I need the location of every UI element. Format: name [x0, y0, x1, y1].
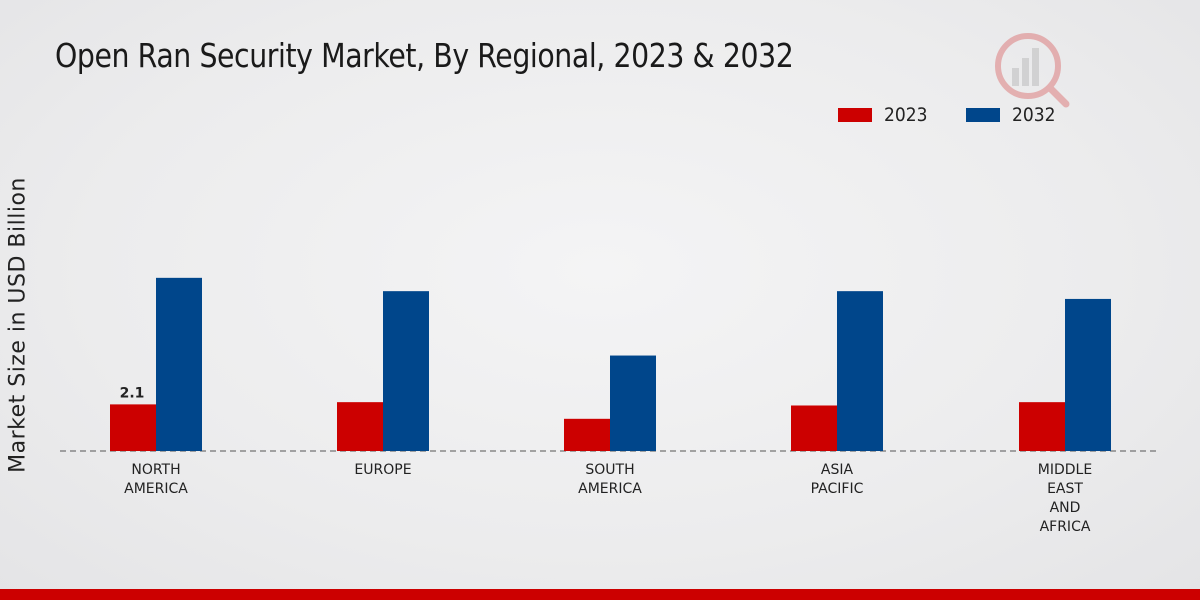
- bar-2032-0: [156, 277, 202, 451]
- footer-bar: [0, 589, 1200, 600]
- x-tick-label-0: NORTH AMERICA: [124, 462, 188, 497]
- bar-2023-2: [564, 418, 610, 451]
- legend-swatch-2032: [966, 108, 1001, 122]
- bar-2023-0: [110, 404, 156, 451]
- bar-2032-1: [383, 291, 429, 451]
- chart-title: Open Ran Security Market, By Regional, 2…: [55, 36, 794, 75]
- legend-item-2023: 2023: [838, 104, 932, 126]
- bar-2032-4: [1065, 298, 1111, 451]
- x-tick-label-2: SOUTH AMERICA: [578, 462, 642, 497]
- x-tick-label-3: ASIA PACIFIC: [811, 462, 864, 497]
- x-tick-label-1: EUROPE: [354, 462, 411, 478]
- watermark-logo-icon: [990, 28, 1072, 110]
- data-label-0: 2.1: [120, 385, 145, 401]
- legend-swatch-2023: [838, 108, 872, 122]
- bar-2023-3: [791, 405, 837, 451]
- bar-2032-3: [837, 291, 883, 451]
- legend-label-2032: 2032: [1012, 104, 1056, 126]
- legend-item-2032: 2032: [966, 104, 1060, 126]
- bar-2023-1: [337, 402, 383, 451]
- bar-2023-4: [1019, 402, 1065, 451]
- bar-2032-2: [610, 355, 656, 451]
- chart-legend: 2023 2032: [838, 104, 1095, 126]
- legend-label-2023: 2023: [884, 104, 928, 126]
- x-tick-label-4: MIDDLE EAST AND AFRICA: [1038, 462, 1092, 535]
